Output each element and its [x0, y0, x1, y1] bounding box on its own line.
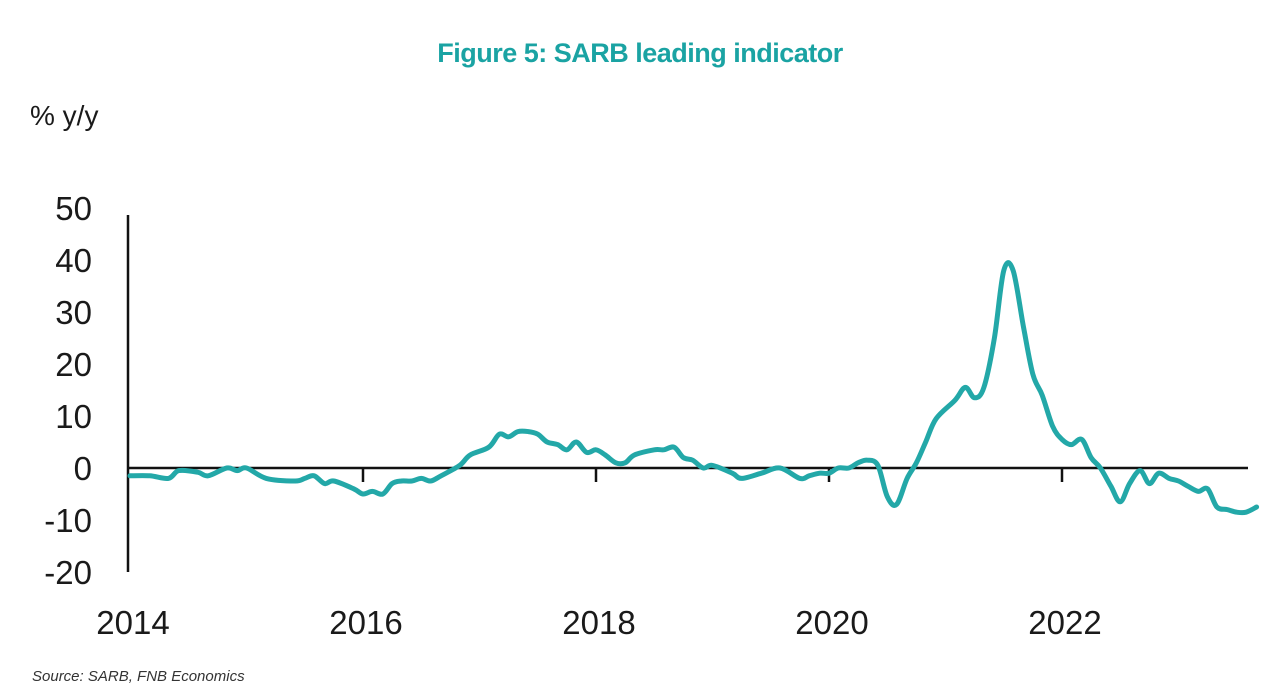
x-tick-label: 2020	[795, 604, 868, 641]
x-tick-label: 2016	[329, 604, 402, 641]
x-tick-labels: 2014 2016 2018 2020 2022	[96, 604, 1101, 641]
series-layer	[127, 260, 1260, 516]
y-tick-label: -10	[44, 502, 92, 539]
x-tick-label: 2022	[1028, 604, 1101, 641]
y-tick-label: 10	[55, 398, 92, 435]
y-tick-label: 40	[55, 242, 92, 279]
y-axis-unit-label: % y/y	[30, 100, 99, 131]
x-tick-label: 2018	[562, 604, 635, 641]
x-tick-label: 2014	[96, 604, 169, 641]
y-tick-label: 20	[55, 346, 92, 383]
series-line	[127, 260, 1260, 516]
chart-title: Figure 5: SARB leading indicator	[437, 38, 843, 68]
source-note: Source: SARB, FNB Economics	[32, 668, 245, 685]
axes	[126, 215, 1248, 572]
y-tick-label: 30	[55, 294, 92, 331]
y-tick-labels: 50 40 30 20 10 0 -10 -20	[44, 190, 92, 591]
y-tick-label: 50	[55, 190, 92, 227]
y-tick-label: -20	[44, 554, 92, 591]
y-tick-label: 0	[74, 450, 92, 487]
